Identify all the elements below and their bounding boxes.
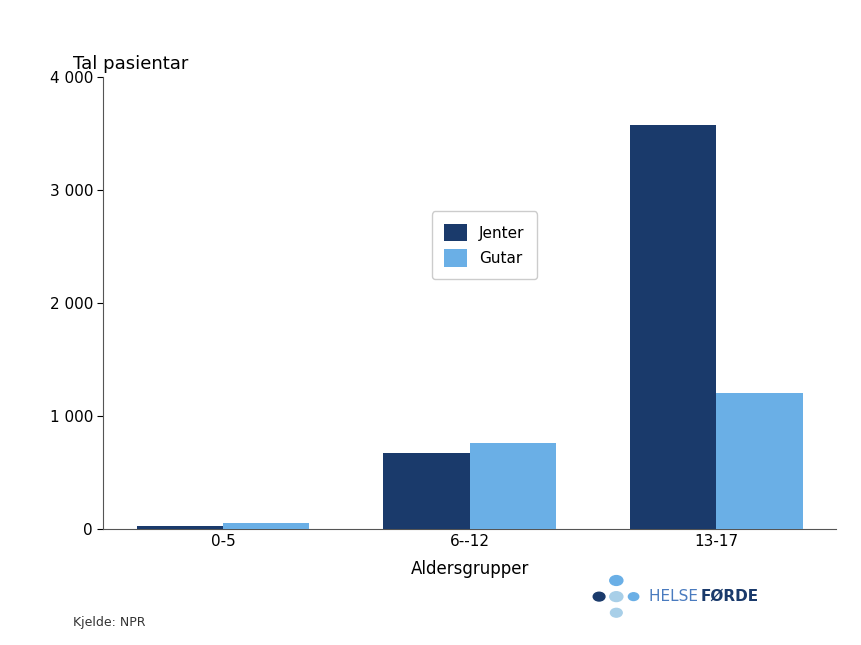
Bar: [137, 526, 223, 529]
Bar: [715, 393, 802, 529]
Legend: Jenter, Gutar: Jenter, Gutar: [431, 212, 536, 279]
Text: FØRDE: FØRDE: [700, 589, 758, 604]
Bar: [469, 443, 555, 529]
Text: HELSE: HELSE: [648, 589, 703, 604]
Bar: [383, 453, 469, 529]
Text: Kjelde: NPR: Kjelde: NPR: [73, 616, 146, 629]
Bar: [223, 523, 309, 529]
X-axis label: Aldersgrupper: Aldersgrupper: [410, 560, 529, 578]
Text: Tal pasientar: Tal pasientar: [73, 55, 189, 73]
Bar: [629, 124, 715, 529]
